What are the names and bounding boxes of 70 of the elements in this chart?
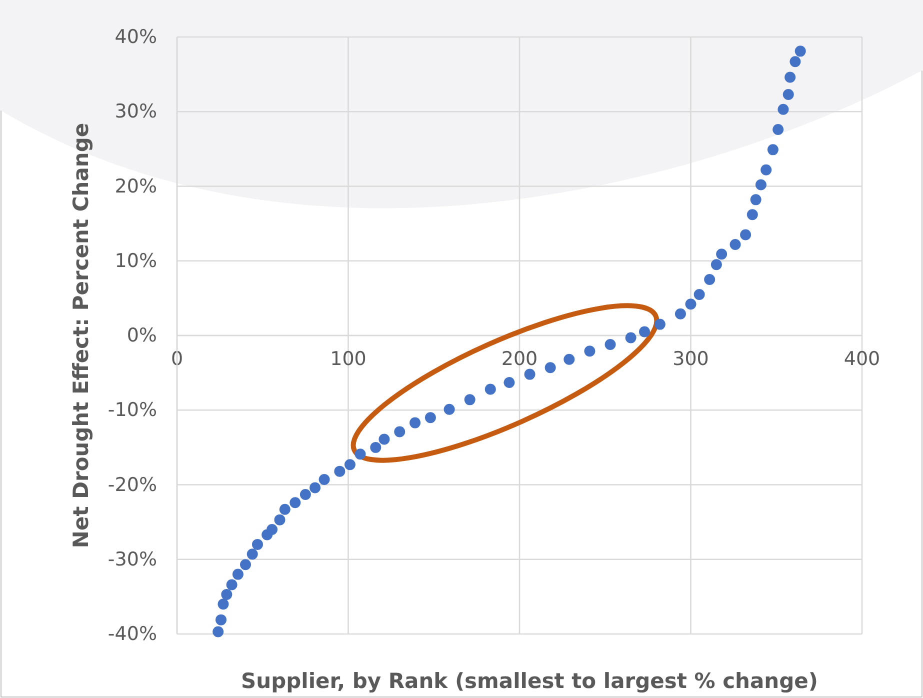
x-axis-title: Supplier, by Rank (smallest to largest % change)	[241, 669, 818, 693]
point	[354, 448, 366, 460]
point	[625, 332, 636, 344]
point	[318, 474, 330, 486]
point	[232, 568, 244, 580]
y-tick-label: -30%	[108, 548, 157, 570]
point	[216, 614, 227, 626]
y-tick-label: -40%	[108, 623, 157, 646]
point	[564, 354, 575, 365]
point	[218, 598, 229, 610]
point	[410, 417, 421, 428]
point	[784, 72, 796, 83]
point	[604, 338, 616, 350]
point	[334, 466, 346, 477]
point	[290, 497, 301, 508]
point	[310, 482, 321, 494]
point	[240, 559, 251, 570]
y-tick-label: 20%	[114, 175, 157, 198]
point	[755, 179, 766, 190]
point	[760, 164, 772, 176]
y-tick-label: 0%	[126, 324, 157, 347]
y-tick-label: -10%	[108, 399, 157, 422]
point	[212, 626, 224, 638]
point	[716, 248, 728, 260]
point	[730, 238, 741, 250]
point	[226, 579, 238, 590]
point	[778, 104, 789, 115]
y-tick-label: -20%	[108, 474, 157, 496]
point	[704, 274, 716, 286]
y-tick-label: 40%	[114, 26, 157, 48]
point	[484, 384, 496, 395]
y-axis-title: Net Drought Effect: Percent Change	[69, 122, 93, 548]
point	[694, 288, 705, 300]
point	[394, 426, 406, 438]
x-tick-label: 100	[330, 348, 366, 370]
point	[424, 412, 436, 424]
point	[772, 124, 784, 136]
x-tick-label: 400	[844, 348, 880, 370]
point	[252, 538, 263, 550]
point	[504, 377, 515, 388]
x-tick-label: 300	[672, 348, 709, 370]
point	[378, 434, 390, 445]
point	[524, 368, 536, 380]
point	[344, 459, 356, 470]
y-tick-label: 30%	[114, 100, 157, 123]
y-tick-label: 10%	[114, 250, 157, 272]
point	[790, 56, 801, 68]
point	[444, 404, 455, 415]
point	[767, 144, 778, 156]
point	[266, 524, 278, 536]
point	[544, 362, 556, 374]
point	[746, 209, 758, 220]
point	[674, 308, 686, 320]
point	[710, 259, 722, 270]
point	[246, 548, 258, 560]
point	[685, 298, 696, 310]
point	[782, 88, 794, 100]
point	[274, 514, 286, 526]
point	[794, 46, 806, 57]
point	[300, 488, 311, 500]
x-tick-label: 200	[501, 348, 538, 370]
point	[639, 326, 650, 338]
point	[654, 318, 666, 330]
point	[279, 504, 290, 515]
point	[221, 588, 232, 600]
point	[370, 442, 382, 453]
point	[740, 229, 752, 240]
point	[584, 346, 596, 357]
point	[750, 194, 762, 206]
point	[464, 394, 476, 406]
